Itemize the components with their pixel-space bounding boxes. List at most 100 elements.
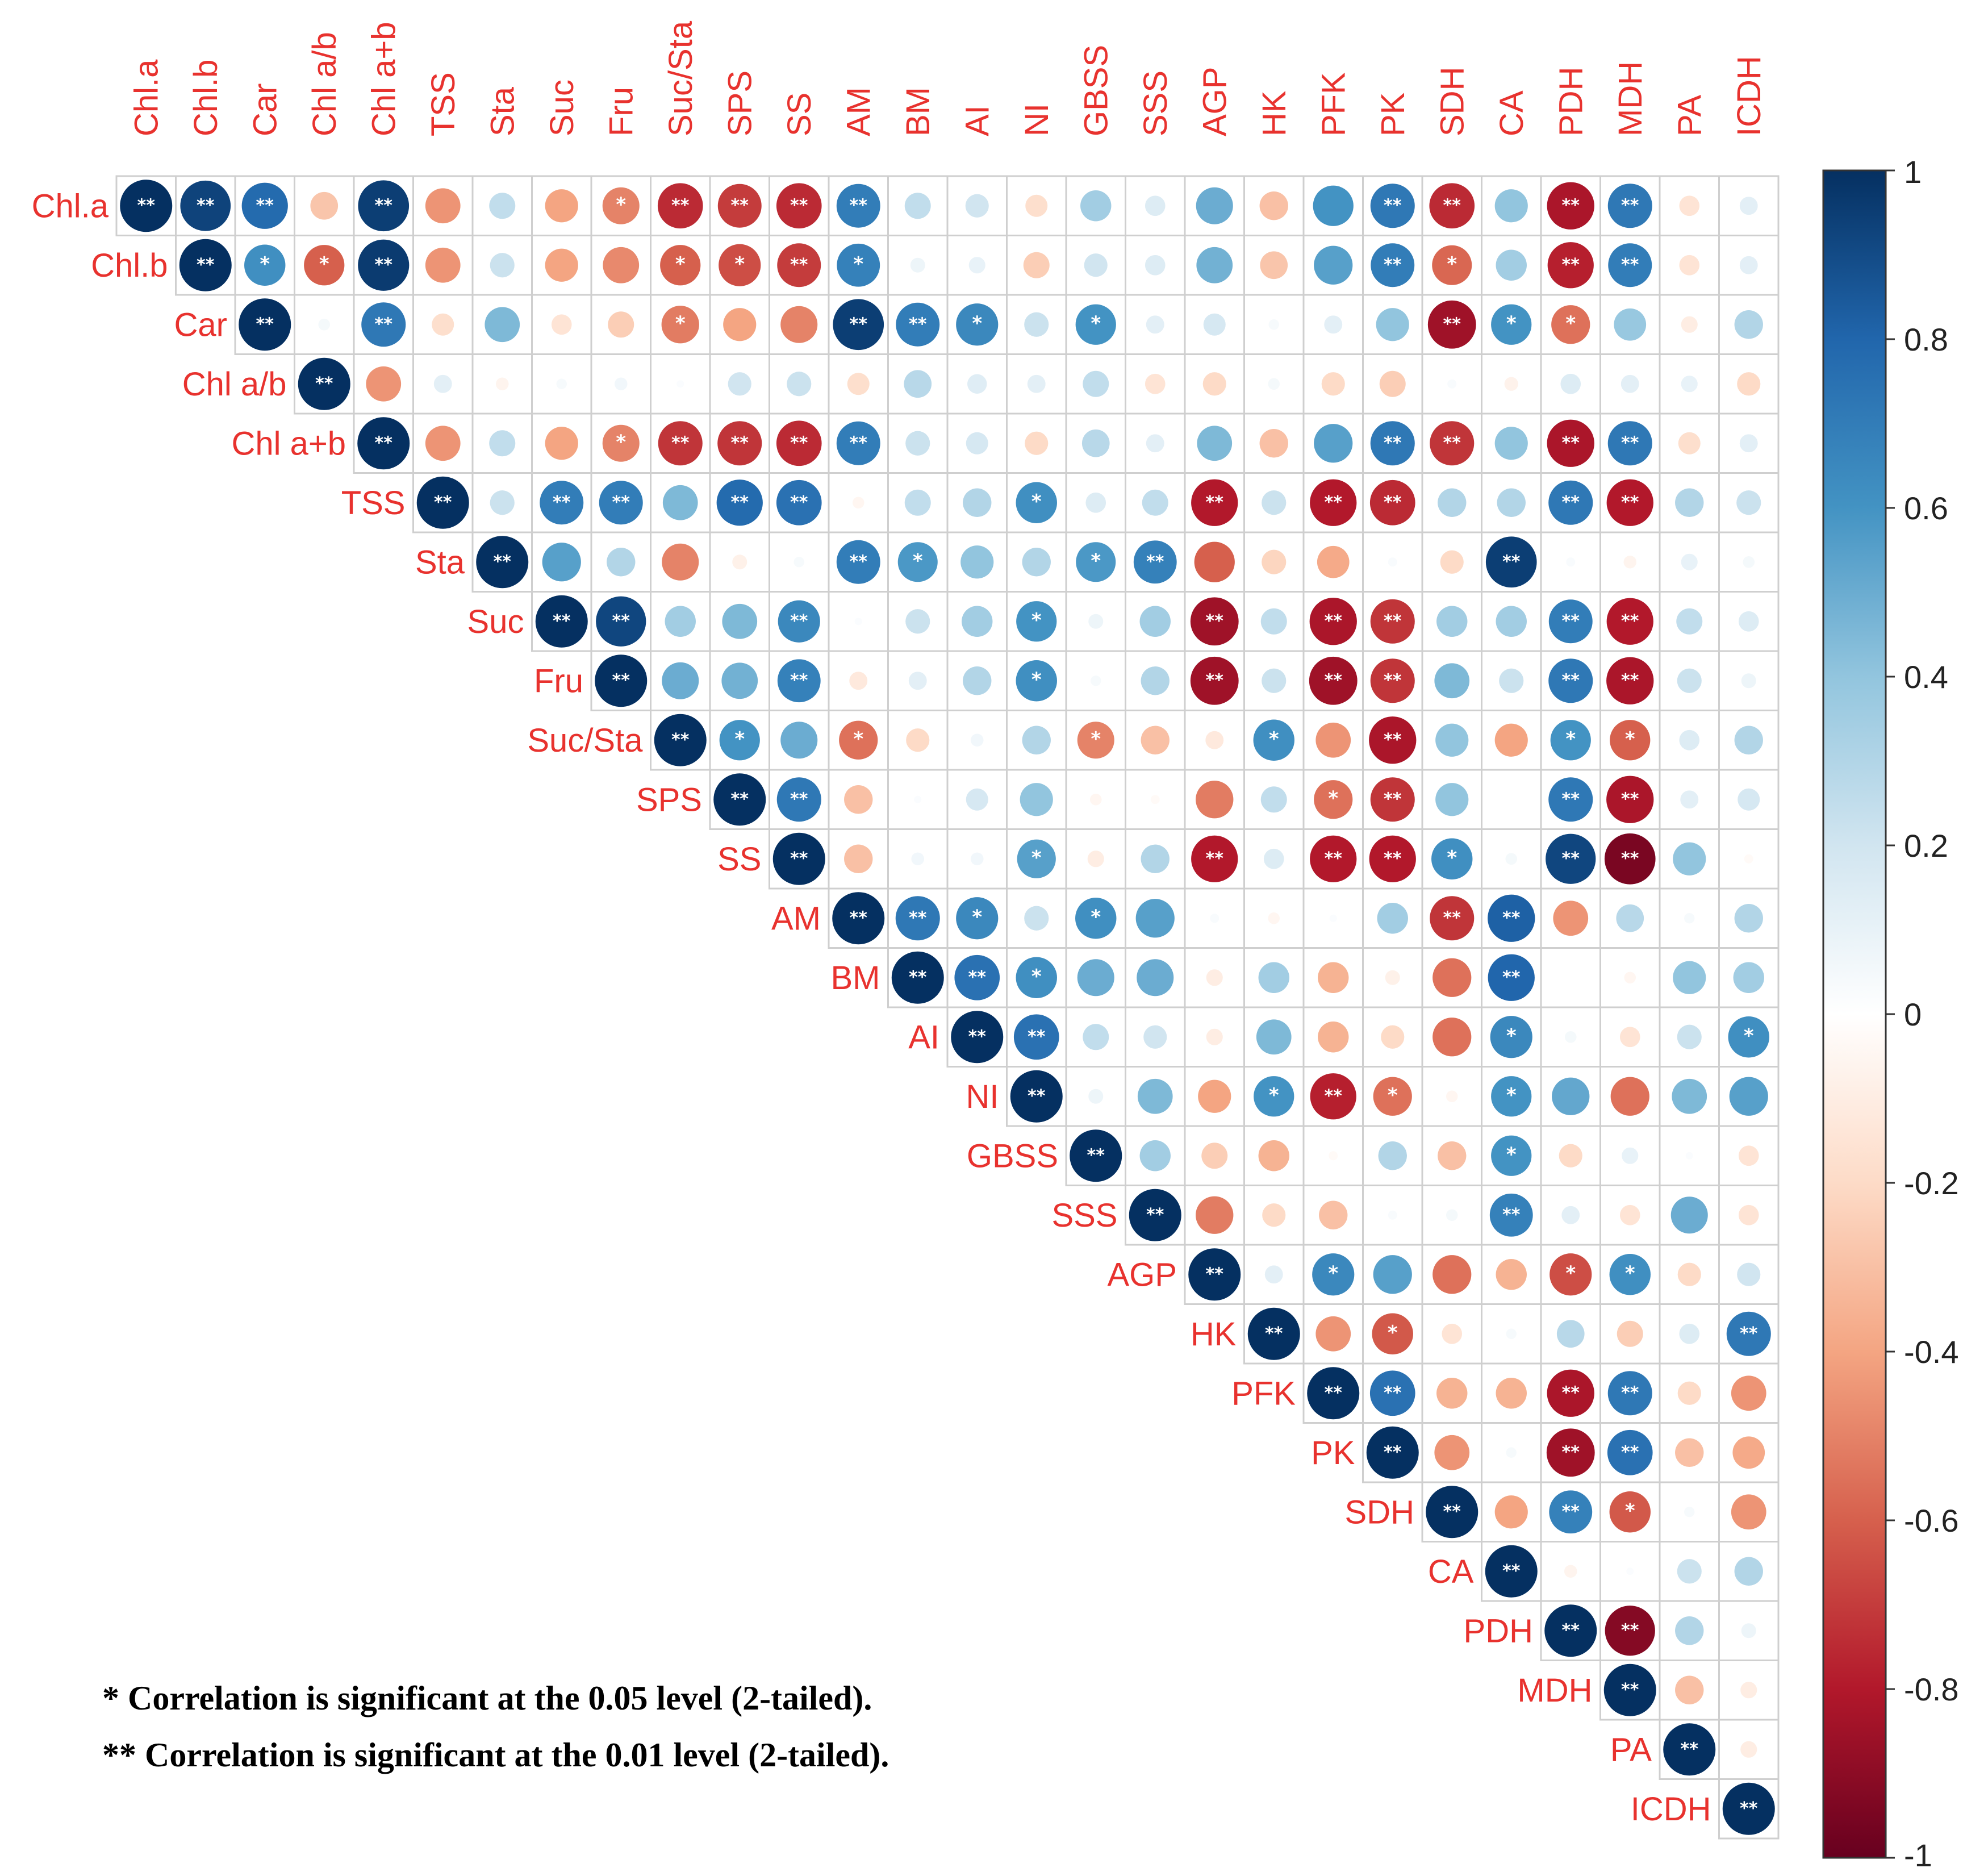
corr-circle-sta-ai: [960, 545, 994, 579]
corr-circle-pk-pdh: [1546, 1428, 1595, 1477]
corr-circle-car-sdh: [1427, 300, 1476, 349]
corr-circle-bm-sss: [1137, 959, 1174, 997]
corr-circle-chl-b-pk: [1371, 243, 1415, 287]
row-label-chl-a-b: Chl a/b: [182, 366, 287, 403]
col-label-sps: SPS: [721, 70, 758, 136]
significance-mark-fru-pdh: **: [1562, 670, 1580, 690]
corr-circle-chl-a-ai: [965, 194, 989, 218]
corr-circle-chl-a-suc-sta: [657, 183, 703, 229]
col-label-gbss: GBSS: [1077, 45, 1114, 136]
significance-mark-chl-a-mdh: **: [1621, 195, 1639, 215]
significance-mark-sta-gbss: *: [1091, 549, 1101, 572]
corr-circle-hk-mdh: [1617, 1320, 1643, 1347]
corr-circle-gbss-hk: [1258, 1140, 1289, 1171]
significance-mark-chl-a-b-pk: **: [1384, 433, 1402, 453]
corr-circle-bm-ai: [954, 954, 1000, 1000]
corr-circle-suc-sta-suc-sta: [654, 714, 707, 766]
corr-circle-chl-a-b-suc-sta: [676, 380, 684, 388]
corr-circle-tss-pk: [1369, 480, 1415, 526]
col-label-sss: SSS: [1137, 70, 1174, 136]
corr-circle-fru-fru: [595, 654, 648, 707]
corr-circle-sps-agp: [1196, 781, 1234, 819]
corr-circle-car-pk: [1376, 308, 1409, 341]
significance-mark-chl-b-pdh: **: [1562, 255, 1580, 275]
col-label-bm: BM: [900, 87, 937, 136]
corr-circle-chl-b-chl-a-b: [304, 245, 345, 286]
significance-mark-fru-pk: **: [1384, 670, 1402, 690]
corr-circle-sta-suc-sta: [662, 543, 699, 581]
corr-circle-sps-icdh: [1738, 788, 1760, 811]
significance-mark-chl-a-fru: *: [616, 193, 626, 216]
corr-circle-sps-sdh: [1435, 783, 1469, 816]
significance-mark-ss-mdh: **: [1621, 849, 1639, 869]
significance-mark-am-ai: *: [972, 906, 982, 928]
corr-circle-chl-a-b-gbss: [1081, 429, 1110, 457]
col-label-ai: AI: [959, 105, 996, 136]
significance-mark-suc-sta-am: *: [853, 728, 863, 751]
corr-circle-suc-sta-pfk: [1315, 722, 1351, 758]
corr-circle-sta-sta: [476, 536, 529, 589]
row-label-sps: SPS: [636, 781, 702, 818]
corr-circle-sps-am: [844, 785, 873, 814]
corr-circle-gbss-agp: [1201, 1143, 1228, 1169]
corr-circle-sps-hk: [1260, 786, 1287, 813]
corr-circle-sta-pfk: [1317, 545, 1350, 578]
corr-circle-tss-am: [852, 497, 864, 509]
col-label-pk: PK: [1375, 92, 1411, 136]
corr-circle-suc-hk: [1260, 608, 1287, 635]
corr-circle-suc-sta-hk: [1253, 719, 1294, 761]
significance-mark-suc-ni: *: [1031, 609, 1042, 632]
corr-circle-car-fru: [608, 311, 634, 338]
significance-mark-sta-sta: **: [494, 552, 512, 572]
significance-mark-chl-a-b-chl-a-b: **: [375, 433, 393, 453]
significance-mark-pfk-pdh: **: [1562, 1383, 1580, 1403]
significance-mark-hk-pk: *: [1388, 1321, 1398, 1344]
significance-mark-chl-b-mdh: **: [1621, 255, 1639, 275]
corr-circle-chl-a-b-bm: [905, 431, 930, 456]
row-label-pdh: PDH: [1464, 1612, 1533, 1649]
corr-circle-car-mdh: [1614, 308, 1647, 341]
corr-circle-suc-sta-icdh: [1734, 726, 1763, 754]
corr-circle-suc-mdh: [1606, 598, 1653, 645]
significance-mark-chl-a-chl-b: **: [197, 195, 215, 215]
corr-circle-agp-agp: [1188, 1248, 1241, 1301]
corr-circle-ni-icdh: [1729, 1077, 1768, 1116]
corr-circle-mdh-mdh: [1603, 1663, 1656, 1716]
colorbar-tick-label: 0.8: [1904, 322, 1948, 357]
corr-circle-ai-gbss: [1083, 1024, 1109, 1050]
corr-circle-pdh-icdh: [1741, 1623, 1756, 1638]
corr-circle-pk-pk: [1366, 1426, 1419, 1479]
significance-mark-tss-pfk: **: [1325, 493, 1343, 512]
corr-circle-chl-a-b-ai: [966, 432, 988, 455]
corr-circle-car-suc-sta: [661, 306, 699, 344]
corr-circle-chl-a-b-pfk: [1314, 424, 1353, 463]
corr-circle-pk-sdh: [1434, 1435, 1470, 1470]
significance-mark-chl-a-pdh: **: [1562, 195, 1580, 215]
significance-mark-car-pdh: *: [1565, 312, 1576, 335]
col-label-pfk: PFK: [1315, 72, 1352, 136]
significance-mark-sdh-mdh: *: [1625, 1499, 1635, 1522]
corr-circle-chl-a-b-agp: [1197, 426, 1233, 461]
corr-circle-chl-a-b-ss: [787, 372, 812, 397]
corr-circle-gbss-pdh: [1559, 1144, 1582, 1168]
corr-circle-sss-pk: [1388, 1210, 1397, 1220]
corr-circle-chl-a-b-ni: [1027, 374, 1046, 393]
significance-mark-tss-mdh: **: [1621, 493, 1639, 512]
corr-circle-ss-ni: [1017, 839, 1056, 878]
significance-mark-fru-mdh: **: [1621, 670, 1639, 690]
corr-circle-agp-mdh: [1609, 1254, 1651, 1295]
corr-circle-suc-sta-sps: [719, 720, 760, 761]
corr-circle-hk-pfk: [1315, 1316, 1351, 1352]
significance-mark-agp-pfk: *: [1328, 1262, 1338, 1285]
corr-circle-chl-b-bm: [910, 257, 925, 273]
significance-mark-chl-a-car: **: [256, 195, 274, 215]
row-label-chl-a-b: Chl a+b: [231, 425, 346, 462]
significance-mark-ss-agp: **: [1206, 849, 1224, 869]
corr-circle-ss-mdh: [1604, 833, 1656, 885]
corr-circle-tss-pa: [1675, 488, 1704, 517]
colorbar-tick-label: -0.6: [1904, 1503, 1959, 1539]
corr-circle-chl-a-b-sdh: [1430, 421, 1475, 466]
row-label-ni: NI: [966, 1078, 999, 1115]
corr-circle-chl-a-b-tss: [433, 374, 452, 393]
